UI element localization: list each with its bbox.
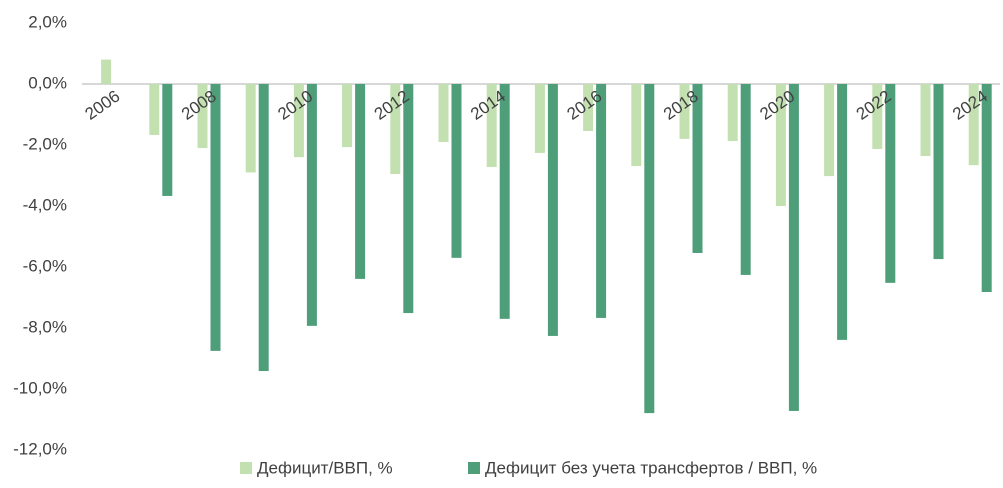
y-tick-label: -4,0% (23, 195, 67, 214)
y-tick-label: 0,0% (28, 73, 67, 92)
x-tick-label: 2006 (82, 87, 124, 124)
bar (631, 84, 642, 167)
bar (885, 84, 896, 283)
bar (644, 84, 655, 414)
bar (245, 84, 256, 173)
y-tick-label: -6,0% (23, 256, 67, 275)
bar (258, 84, 269, 372)
bar (162, 84, 173, 196)
bar (355, 84, 366, 279)
bar (293, 84, 304, 158)
y-tick-label: -12,0% (13, 439, 67, 458)
bar (451, 84, 462, 258)
y-tick-label: -8,0% (23, 317, 67, 336)
bar (775, 84, 786, 206)
bar (740, 84, 751, 275)
bar (981, 84, 992, 293)
bar (210, 84, 221, 351)
y-tick-label: -2,0% (23, 134, 67, 153)
bar (534, 84, 545, 153)
bar (197, 84, 208, 149)
legend-swatch (468, 462, 480, 474)
bar (788, 84, 799, 411)
bar (824, 84, 835, 177)
bar (342, 84, 353, 148)
legend-label: Дефицит без учета трансфертов / ВВП, % (485, 458, 817, 477)
legend-label: Дефицит/ВВП, % (257, 458, 393, 477)
bar (149, 84, 160, 135)
bar (596, 84, 607, 318)
bar (101, 59, 112, 84)
bar (403, 84, 414, 314)
bar (692, 84, 703, 253)
bar (679, 84, 690, 139)
bar (872, 84, 883, 149)
bar (920, 84, 931, 156)
y-tick-label: 2,0% (28, 12, 67, 31)
bar (968, 84, 979, 166)
bar (390, 84, 401, 174)
y-tick-label: -10,0% (13, 378, 67, 397)
bar (837, 84, 848, 340)
bar (583, 84, 594, 131)
bar (933, 84, 944, 260)
legend-swatch (240, 462, 252, 474)
bar (547, 84, 558, 336)
bar (306, 84, 317, 326)
bar (486, 84, 497, 167)
bar (438, 84, 449, 142)
bar (727, 84, 738, 142)
bar (499, 84, 510, 319)
